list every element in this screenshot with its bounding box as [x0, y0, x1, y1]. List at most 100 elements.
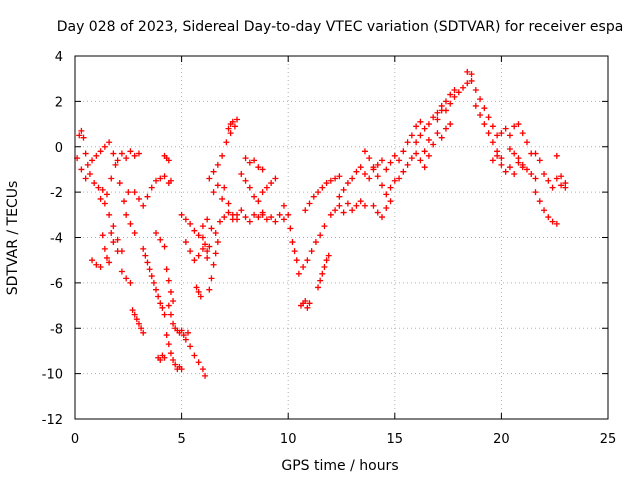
data-point: [101, 245, 108, 252]
data-point: [366, 175, 373, 182]
data-point: [327, 177, 334, 184]
data-point: [293, 257, 300, 264]
data-point: [472, 102, 479, 109]
data-point: [340, 209, 347, 216]
data-point: [312, 239, 319, 246]
data-point: [216, 218, 223, 225]
data-point: [150, 279, 157, 286]
data-point: [323, 180, 330, 187]
data-point: [506, 132, 513, 139]
data-point: [417, 118, 424, 125]
data-point: [246, 159, 253, 166]
data-point: [447, 121, 454, 128]
data-point: [163, 266, 170, 273]
data-point: [306, 200, 313, 207]
data-point: [112, 161, 119, 168]
data-point: [214, 182, 221, 189]
data-point: [214, 239, 221, 246]
data-point: [321, 263, 328, 270]
data-point: [498, 130, 505, 137]
data-point: [210, 189, 217, 196]
data-point: [108, 229, 115, 236]
data-point: [242, 214, 249, 221]
data-point: [506, 146, 513, 153]
data-point: [300, 263, 307, 270]
data-point: [498, 155, 505, 162]
data-point: [148, 184, 155, 191]
x-tick-label: 15: [387, 432, 404, 447]
data-point: [553, 152, 560, 159]
data-point: [421, 164, 428, 171]
data-point: [349, 207, 356, 214]
data-point: [272, 218, 279, 225]
data-point: [212, 250, 219, 257]
data-point: [553, 220, 560, 227]
data-point: [259, 211, 266, 218]
data-point: [558, 173, 565, 180]
data-point: [361, 170, 368, 177]
data-point: [167, 177, 174, 184]
data-point: [263, 216, 270, 223]
data-point: [89, 157, 96, 164]
data-point: [442, 98, 449, 105]
data-point: [153, 229, 160, 236]
data-point: [325, 252, 332, 259]
data-point: [229, 118, 236, 125]
data-point: [99, 186, 106, 193]
data-point: [199, 245, 206, 252]
data-point: [308, 248, 315, 255]
data-point: [374, 209, 381, 216]
data-point: [159, 304, 166, 311]
data-point: [396, 175, 403, 182]
data-point: [118, 248, 125, 255]
data-point: [336, 202, 343, 209]
data-point: [208, 225, 215, 232]
data-point: [536, 157, 543, 164]
data-point: [511, 150, 518, 157]
data-point: [138, 325, 145, 332]
data-point: [472, 87, 479, 94]
data-point: [304, 257, 311, 264]
y-tick-label: -2: [50, 186, 63, 201]
data-point: [131, 229, 138, 236]
data-point: [481, 105, 488, 112]
data-point: [165, 157, 172, 164]
data-point: [91, 180, 98, 187]
data-point: [86, 170, 93, 177]
data-point: [157, 236, 164, 243]
data-point: [417, 157, 424, 164]
data-point: [187, 220, 194, 227]
data-point: [323, 257, 330, 264]
data-point: [455, 89, 462, 96]
chart-title: Day 028 of 2023, Sidereal Day-to-day VTE…: [57, 19, 624, 35]
data-point: [353, 168, 360, 175]
data-point: [451, 93, 458, 100]
data-point: [142, 252, 149, 259]
data-point: [519, 161, 526, 168]
data-point: [477, 111, 484, 118]
data-point: [76, 132, 83, 139]
data-point: [167, 288, 174, 295]
y-tick-label: 0: [55, 141, 63, 156]
data-point: [165, 341, 172, 348]
data-point: [101, 200, 108, 207]
x-axis-label: GPS time / hours: [281, 458, 398, 474]
data-point: [317, 277, 324, 284]
data-points: [74, 68, 569, 379]
data-point: [135, 150, 142, 157]
data-point: [234, 116, 241, 123]
data-point: [485, 114, 492, 121]
data-point: [131, 189, 138, 196]
data-point: [225, 200, 232, 207]
data-point: [146, 266, 153, 273]
data-point: [302, 207, 309, 214]
data-point: [99, 232, 106, 239]
data-point: [97, 195, 104, 202]
data-point: [221, 214, 228, 221]
data-point: [387, 159, 394, 166]
data-point: [421, 148, 428, 155]
data-point: [511, 123, 518, 130]
data-point: [106, 259, 113, 266]
data-point: [97, 148, 104, 155]
data-point: [170, 320, 177, 327]
